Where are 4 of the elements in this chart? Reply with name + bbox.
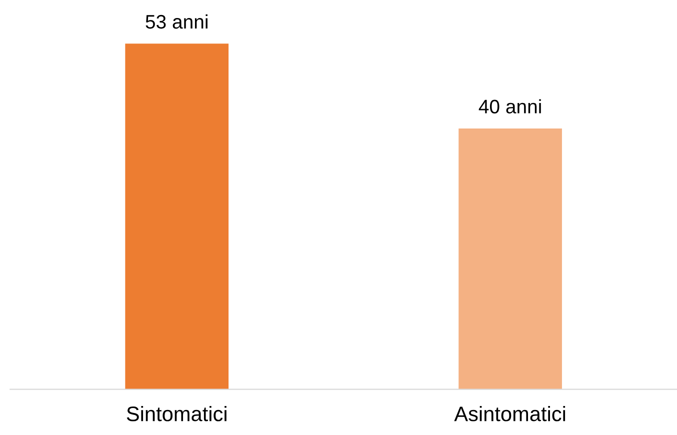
data-label: 40 anni [478,99,541,114]
data-label: 53 anni [146,14,208,29]
x-tick-label: Asintomatici [454,406,566,422]
x-tick-label: Sintomatici [126,406,226,422]
